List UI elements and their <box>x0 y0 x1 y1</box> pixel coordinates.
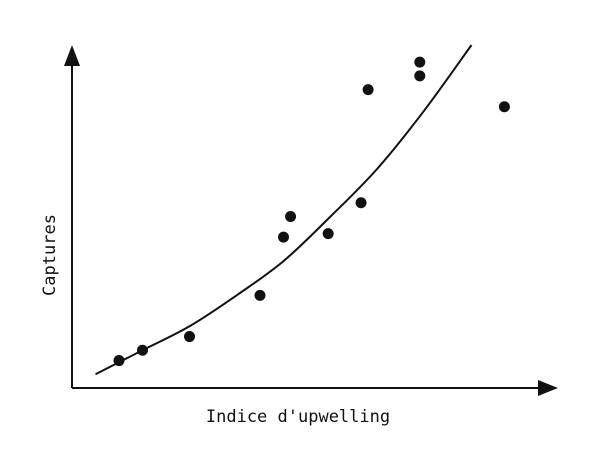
data-point-4 <box>254 289 266 301</box>
data-point-1 <box>113 355 125 367</box>
data-point-5 <box>278 231 289 243</box>
data-point-9 <box>362 84 374 96</box>
trend-line <box>95 44 473 376</box>
data-point-11 <box>414 56 426 68</box>
data-point-3 <box>184 331 195 343</box>
y-axis-label: Captures <box>40 214 60 296</box>
data-point-10 <box>414 70 426 82</box>
data-point-7 <box>322 228 334 240</box>
x-axis-label: Indice d'upwelling <box>206 407 390 427</box>
data-point-12 <box>498 101 510 113</box>
data-point-2 <box>137 344 148 356</box>
x-axis-arrow-icon <box>538 380 558 396</box>
y-axis-arrow-icon <box>64 45 80 66</box>
data-points <box>113 56 510 367</box>
data-point-6 <box>285 211 297 222</box>
data-point-8 <box>355 197 367 209</box>
